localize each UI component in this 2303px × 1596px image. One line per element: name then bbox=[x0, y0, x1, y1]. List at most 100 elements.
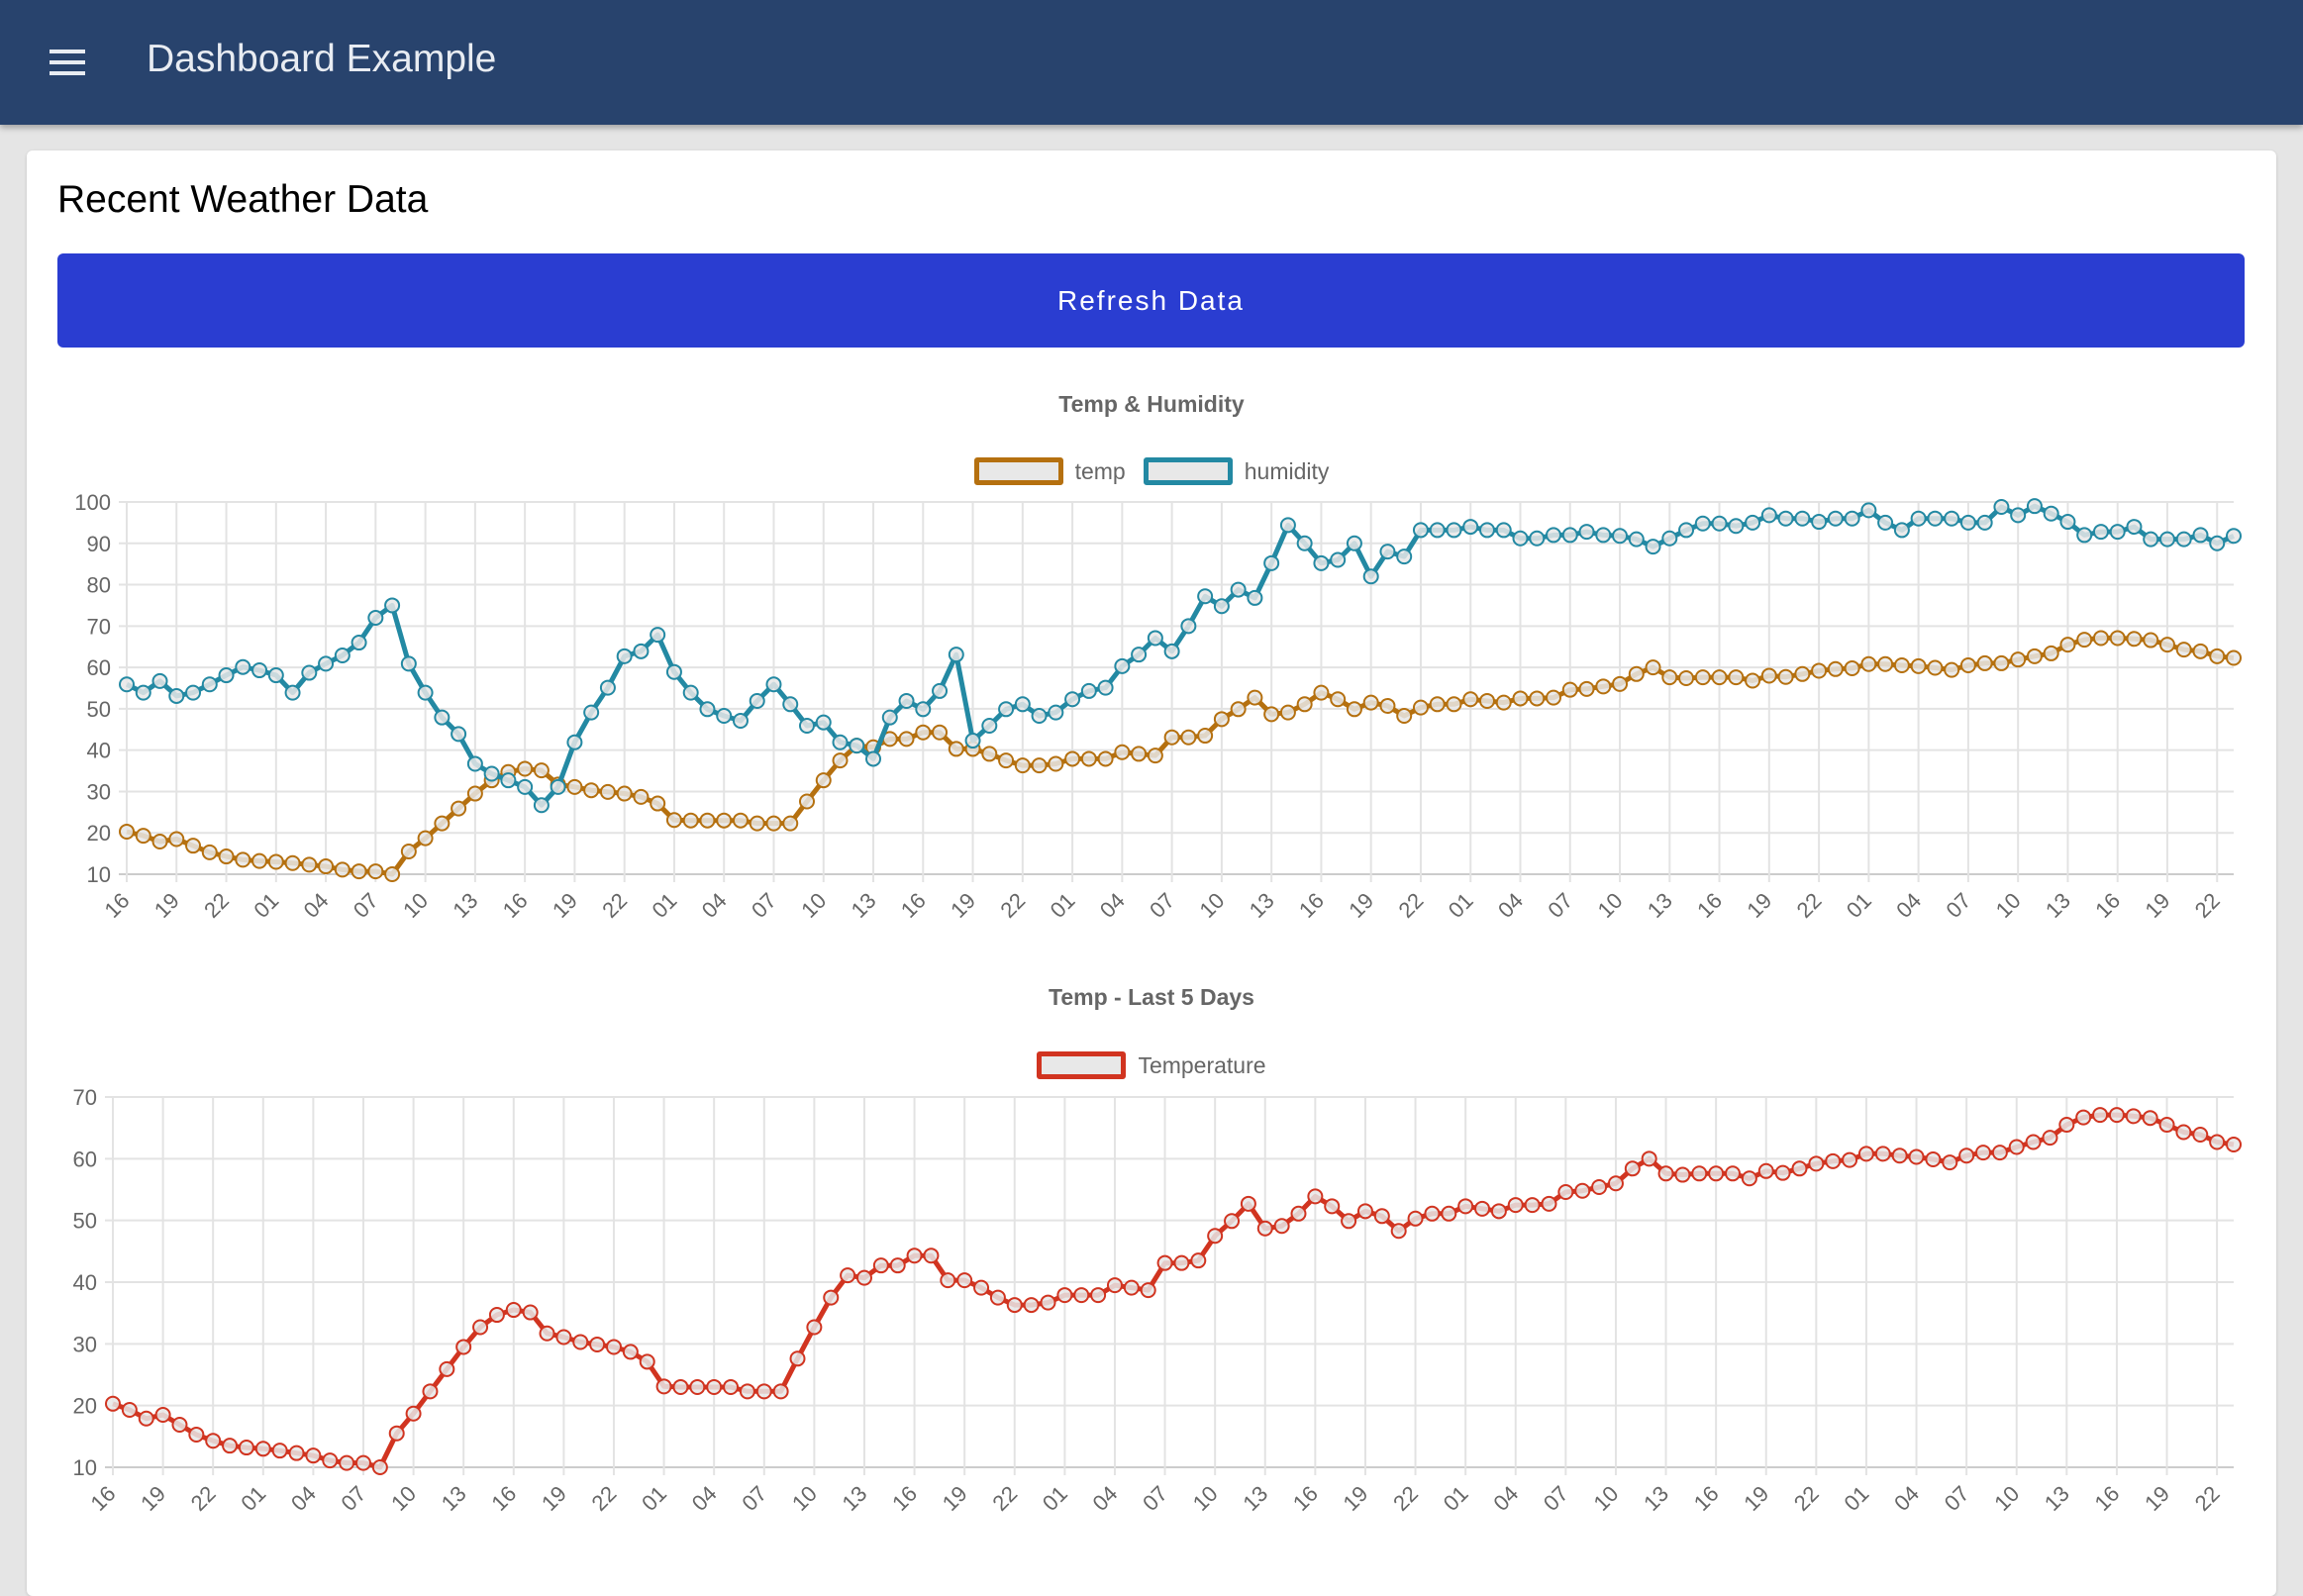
data-point-temp bbox=[566, 778, 583, 795]
data-point-humidity bbox=[1362, 568, 1379, 585]
x-tick-label: 04 bbox=[286, 1481, 321, 1516]
data-point-temp bbox=[1230, 701, 1247, 718]
data-point-temp bbox=[2092, 630, 2109, 647]
data-point-humidity bbox=[2158, 531, 2175, 548]
data-point-temperature bbox=[1541, 1195, 1557, 1212]
data-point-temp bbox=[235, 851, 251, 868]
data-point-humidity bbox=[301, 664, 318, 681]
data-point-humidity bbox=[1080, 682, 1097, 699]
data-point-temperature bbox=[2108, 1107, 2125, 1124]
data-point-temperature bbox=[171, 1416, 188, 1433]
x-tick-label: 19 bbox=[136, 1481, 170, 1516]
data-point-temperature bbox=[2142, 1110, 2158, 1127]
data-point-temp bbox=[1860, 655, 1877, 672]
data-point-humidity bbox=[1893, 522, 1910, 539]
data-point-temp bbox=[583, 782, 600, 799]
data-point-temperature bbox=[439, 1360, 455, 1377]
data-point-temperature bbox=[672, 1378, 689, 1395]
data-point-temperature bbox=[488, 1307, 505, 1324]
data-point-humidity bbox=[1097, 679, 1114, 696]
data-point-temp bbox=[533, 762, 550, 779]
data-point-temperature bbox=[1942, 1154, 1958, 1171]
data-point-humidity bbox=[1927, 510, 1944, 527]
data-point-temperature bbox=[1441, 1205, 1457, 1222]
data-point-temperature bbox=[1624, 1160, 1641, 1177]
data-point-humidity bbox=[1645, 539, 1661, 555]
y-tick-label: 100 bbox=[74, 490, 111, 515]
x-tick-label: 19 bbox=[1739, 1481, 1773, 1516]
data-point-temperature bbox=[1908, 1148, 1925, 1165]
data-point-temp bbox=[1263, 706, 1280, 723]
data-point-temp bbox=[251, 852, 268, 869]
data-point-temp bbox=[699, 812, 716, 829]
x-tick-label: 10 bbox=[1588, 1481, 1623, 1516]
data-point-temp bbox=[1877, 655, 1894, 672]
data-point-temp bbox=[1927, 659, 1944, 676]
x-tick-label: 19 bbox=[938, 1481, 972, 1516]
x-tick-label: 07 bbox=[737, 1481, 771, 1516]
data-point-temperature bbox=[555, 1329, 572, 1346]
data-point-humidity bbox=[1794, 510, 1811, 527]
data-point-temp bbox=[466, 785, 483, 802]
data-point-temp bbox=[1546, 689, 1562, 706]
data-point-temperature bbox=[755, 1383, 772, 1400]
data-point-humidity bbox=[334, 647, 350, 663]
x-tick-label: 13 bbox=[1639, 1481, 1673, 1516]
data-point-humidity bbox=[1412, 522, 1429, 539]
y-tick-label: 10 bbox=[73, 1455, 97, 1480]
data-point-temp bbox=[1844, 659, 1860, 676]
data-point-temp bbox=[1346, 701, 1362, 718]
data-point-humidity bbox=[1910, 510, 1927, 527]
data-point-temperature bbox=[388, 1425, 405, 1442]
legend-item-temperature[interactable]: Temperature bbox=[1037, 1051, 1266, 1079]
legend-item-temp[interactable]: temp bbox=[973, 457, 1126, 485]
data-point-temperature bbox=[1557, 1183, 1574, 1200]
x-tick-label: 10 bbox=[386, 1481, 421, 1516]
data-point-temp bbox=[350, 863, 367, 880]
data-point-humidity bbox=[2175, 531, 2192, 548]
data-point-humidity bbox=[1346, 535, 1362, 551]
data-point-humidity bbox=[1728, 518, 1745, 535]
data-point-humidity bbox=[2109, 524, 2126, 541]
data-point-temp bbox=[1811, 662, 1828, 679]
data-point-temp bbox=[168, 831, 185, 848]
chart2-legend: Temperature bbox=[0, 1051, 2303, 1079]
data-point-temp bbox=[1014, 757, 1031, 774]
data-point-humidity bbox=[1131, 647, 1148, 663]
data-point-humidity bbox=[1495, 522, 1512, 539]
data-point-humidity bbox=[1976, 514, 1993, 531]
data-point-humidity bbox=[1031, 707, 1048, 724]
x-tick-label: 10 bbox=[1188, 1481, 1223, 1516]
data-point-temperature bbox=[1808, 1155, 1825, 1172]
refresh-data-button[interactable]: Refresh Data bbox=[57, 253, 2245, 348]
data-point-temperature bbox=[655, 1378, 672, 1395]
data-point-humidity bbox=[616, 648, 633, 664]
data-point-temperature bbox=[1524, 1197, 1541, 1214]
data-point-temperature bbox=[238, 1440, 254, 1456]
legend-label-temp: temp bbox=[1074, 457, 1126, 484]
data-point-humidity bbox=[1462, 519, 1479, 536]
x-tick-label: 16 bbox=[1689, 1481, 1724, 1516]
data-point-temp bbox=[1976, 654, 1993, 671]
data-point-temperature bbox=[455, 1339, 472, 1355]
data-point-humidity bbox=[682, 684, 699, 701]
data-point-temp bbox=[1478, 692, 1495, 709]
chart1-legend: temp humidity bbox=[0, 457, 2303, 485]
data-point-temp bbox=[1412, 699, 1429, 716]
data-point-humidity bbox=[1446, 522, 1462, 539]
data-point-temp bbox=[119, 823, 135, 840]
data-point-humidity bbox=[2076, 527, 2093, 544]
x-tick-label: 22 bbox=[2190, 1481, 2225, 1516]
hamburger-menu-icon[interactable] bbox=[50, 50, 85, 75]
data-point-temp bbox=[1031, 757, 1048, 774]
data-point-temp bbox=[517, 760, 534, 777]
data-point-humidity bbox=[865, 750, 882, 767]
data-point-humidity bbox=[1379, 544, 1396, 560]
legend-item-humidity[interactable]: humidity bbox=[1143, 457, 1329, 485]
data-point-temp bbox=[451, 800, 467, 817]
data-point-temperature bbox=[1874, 1146, 1891, 1162]
data-point-humidity bbox=[2226, 528, 2242, 545]
data-point-temperature bbox=[2192, 1127, 2209, 1144]
data-point-temperature bbox=[2158, 1117, 2175, 1134]
data-point-humidity bbox=[417, 684, 434, 701]
